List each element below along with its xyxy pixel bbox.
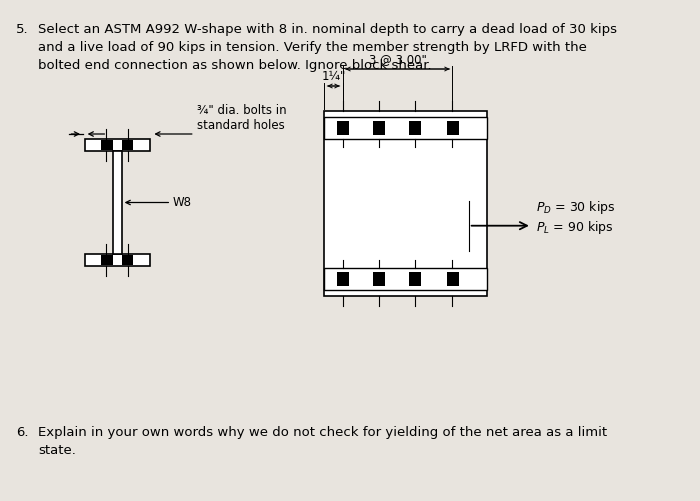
Text: 6.: 6. [16, 426, 29, 439]
Bar [447, 272, 458, 286]
Text: Select an ASTM A992 W-shape with 8 in. nominal depth to carry a dead load of 30 : Select an ASTM A992 W-shape with 8 in. n… [38, 23, 617, 36]
Bar [410, 121, 421, 135]
Text: 1¼": 1¼" [321, 70, 346, 83]
Bar [325, 111, 486, 296]
Bar [85, 254, 150, 266]
Bar [122, 140, 134, 150]
Bar [113, 151, 122, 254]
Text: 5.: 5. [16, 23, 29, 36]
Bar [101, 255, 113, 265]
Bar [325, 117, 486, 139]
Bar [85, 139, 150, 151]
Text: 3 @ 3.00": 3 @ 3.00" [369, 53, 426, 66]
Text: Explain in your own words why we do not check for yielding of the net area as a : Explain in your own words why we do not … [38, 426, 607, 439]
Bar [325, 268, 486, 290]
Bar [373, 272, 385, 286]
Bar [337, 121, 349, 135]
Bar [101, 140, 113, 150]
Bar [373, 121, 385, 135]
Text: $P_D$ = 30 kips: $P_D$ = 30 kips [536, 199, 616, 216]
Bar [410, 272, 421, 286]
Bar [337, 272, 349, 286]
Bar [447, 121, 458, 135]
Text: and a live load of 90 kips in tension. Verify the member strength by LRFD with t: and a live load of 90 kips in tension. V… [38, 41, 587, 54]
Text: W8: W8 [173, 196, 192, 209]
Text: state.: state. [38, 444, 76, 457]
Text: $P_L$ = 90 kips: $P_L$ = 90 kips [536, 219, 614, 236]
Bar [122, 255, 134, 265]
Text: bolted end connection as shown below. Ignore block shear.: bolted end connection as shown below. Ig… [38, 59, 431, 72]
Text: ¾" dia. bolts in
standard holes: ¾" dia. bolts in standard holes [197, 104, 287, 132]
